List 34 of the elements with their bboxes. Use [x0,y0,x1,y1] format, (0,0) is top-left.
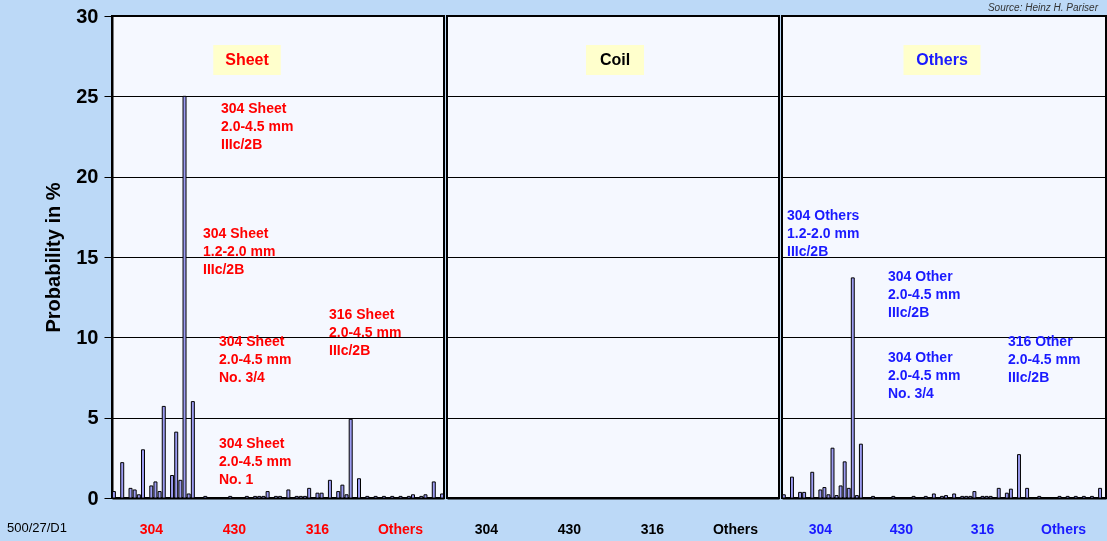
y-tick-label: 0 [87,486,99,509]
annotation: 304 Other 2.0-4.5 mm IIIc/2B [888,268,961,320]
x-tick-label: 316 [305,520,330,537]
annotation: 316 Sheet 2.0-4.5 mm IIIc/2B [329,306,402,358]
y-axis-title: Probability in % [42,182,65,333]
x-tick-label: 430 [222,520,247,537]
y-tick-label: 30 [76,4,99,27]
x-tick-label: 304 [139,520,164,537]
annotation: 304 Sheet 2.0-4.5 mm No. 1 [219,435,292,487]
annotation: Coil [599,51,631,68]
x-tick-label: 304 [808,520,833,537]
y-tick-label: 5 [87,406,99,429]
x-tick-label: Others [712,520,759,537]
y-tick-label: 20 [76,165,99,188]
annotation: Sheet [225,51,270,68]
x-tick-label: 316 [970,520,995,537]
x-tick-label: 430 [557,520,582,537]
x-tick-label: Others [1041,520,1087,537]
source-note: Source: Heinz H. Pariser [987,2,1099,13]
x-tick-label: Others [377,520,424,537]
annotation: 316 Other 2.0-4.5 mm IIIc/2B [1008,333,1081,385]
annotation: Others [916,51,968,68]
y-tick-label: 25 [76,84,99,107]
y-tick-label: 10 [76,325,99,348]
annotation: 304 Sheet 1.2-2.0 mm IIIc/2B [203,225,276,277]
y-tick-label: 15 [76,245,99,268]
x-tick-label: 304 [474,520,499,537]
annotation: 304 Other 2.0-4.5 mm No. 3/4 [888,349,961,401]
x-tick-label: 316 [640,520,665,537]
text: 500/27/D1 [7,520,67,535]
annotation: 304 Sheet 2.0-4.5 mm No. 3/4 [219,333,292,385]
annotation: 304 Others 1.2-2.0 mm IIIc/2B [787,207,860,259]
annotation: 304 Sheet 2.0-4.5 mm IIIc/2B [221,100,294,152]
x-tick-label: 430 [889,520,914,537]
